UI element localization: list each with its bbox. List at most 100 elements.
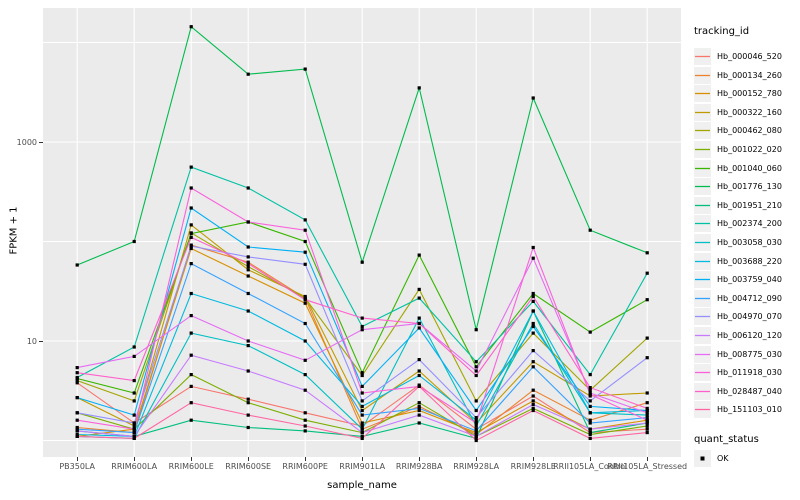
legend-key-point — [694, 450, 711, 467]
data-point — [645, 431, 649, 435]
data-point — [360, 434, 364, 438]
data-point — [132, 391, 136, 395]
data-point — [474, 416, 478, 420]
data-point — [189, 223, 193, 227]
data-point — [303, 373, 307, 377]
data-point — [360, 391, 364, 395]
x-tick-label-RRIM928LA: RRIM928LA — [453, 462, 500, 471]
data-point — [474, 418, 478, 422]
data-point — [360, 371, 364, 375]
data-point — [189, 246, 193, 251]
data-point — [132, 239, 136, 244]
legend-key-line — [694, 401, 711, 419]
data-point — [75, 381, 79, 385]
data-point — [246, 344, 250, 348]
data-point — [588, 421, 592, 425]
data-point — [588, 386, 592, 390]
data-point — [246, 401, 250, 405]
data-point — [360, 404, 364, 408]
data-point — [417, 401, 421, 405]
data-point — [360, 260, 364, 264]
data-point — [645, 413, 649, 417]
data-point — [531, 349, 535, 353]
data-point — [303, 218, 307, 222]
x-tick-label-RRII105LA_Stressed: RRII105LA_Stressed — [607, 462, 688, 471]
data-point — [360, 384, 364, 388]
data-point — [303, 250, 307, 254]
x-tick-label-RRIM600SE: RRIM600SE — [225, 462, 272, 471]
data-point — [360, 431, 364, 435]
x-tick-mark — [76, 457, 78, 461]
data-point — [75, 432, 79, 437]
legend-key-line — [694, 85, 711, 103]
data-point — [75, 425, 79, 430]
data-point — [531, 365, 535, 369]
data-point — [246, 274, 250, 278]
y-tick-label: 10 — [26, 336, 37, 346]
x-tick-mark — [589, 457, 591, 461]
data-point — [588, 392, 592, 397]
x-tick-label-RRIM600LE: RRIM600LE — [168, 462, 214, 471]
x-tick-label-RRIM901LA: RRIM901LA — [339, 462, 386, 471]
data-point — [645, 421, 649, 425]
data-point — [189, 418, 193, 422]
data-point — [417, 413, 421, 417]
data-point — [588, 404, 592, 408]
data-point — [645, 416, 649, 420]
legend-key-line — [694, 48, 711, 65]
x-tick-mark — [646, 457, 648, 461]
data-point — [75, 411, 79, 415]
legend-label: Hb_001776_130 — [717, 182, 782, 192]
data-point — [132, 434, 136, 438]
x-tick-label-RRIM600LA: RRIM600LA — [111, 462, 158, 471]
data-point — [417, 86, 421, 90]
data-point — [417, 404, 421, 408]
data-point — [303, 418, 307, 422]
x-tick-mark — [361, 457, 363, 461]
data-point — [645, 251, 649, 255]
x-tick-mark — [475, 457, 477, 461]
data-point — [588, 228, 592, 232]
data-point — [531, 294, 535, 299]
x-tick-label-RRII105LA_Control: RRII105LA_Control — [553, 462, 628, 471]
data-point — [474, 431, 478, 435]
data-point — [189, 186, 193, 190]
data-point — [645, 298, 649, 302]
data-point — [246, 72, 250, 76]
legend-key-line — [694, 66, 711, 84]
data-point — [588, 411, 592, 415]
data-point — [303, 301, 307, 305]
data-point — [417, 373, 421, 378]
legend-key-line — [694, 215, 711, 233]
data-point — [588, 431, 592, 435]
legend-key-line — [694, 234, 711, 251]
data-point — [132, 354, 136, 358]
data-point — [189, 401, 193, 405]
data-point — [531, 408, 535, 413]
data-point — [588, 373, 592, 377]
data-point — [474, 424, 478, 428]
data-point — [75, 396, 79, 400]
data-point — [417, 358, 421, 362]
data-point — [417, 316, 421, 320]
data-point — [189, 291, 193, 296]
x-tick-mark — [532, 457, 534, 461]
data-point — [360, 413, 364, 417]
data-point — [474, 438, 478, 443]
legend-key-line — [694, 122, 711, 140]
data-point — [303, 339, 307, 343]
data-point — [303, 358, 307, 362]
data-point — [246, 309, 250, 313]
data-point — [303, 67, 307, 71]
data-point — [75, 366, 79, 370]
data-point — [303, 239, 307, 244]
data-point — [246, 220, 250, 224]
data-point — [189, 384, 193, 388]
data-point — [474, 434, 478, 438]
data-point — [588, 436, 592, 440]
data-point — [246, 397, 250, 401]
data-point — [246, 425, 250, 430]
data-point — [588, 427, 592, 431]
data-point — [645, 411, 649, 415]
data-point — [645, 356, 649, 360]
